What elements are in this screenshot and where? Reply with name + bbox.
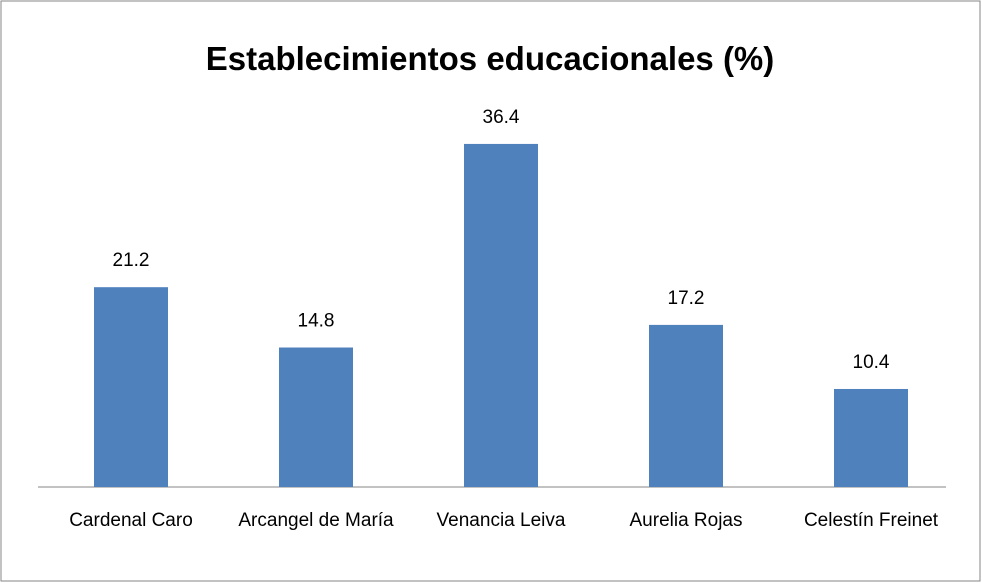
x-tick-label: Venancia Leiva xyxy=(436,510,566,531)
bar xyxy=(834,388,908,487)
x-tick-label: Cardenal Caro xyxy=(69,510,193,531)
chart-title: Establecimientos educacionales (%) xyxy=(206,40,775,77)
data-label: 36.4 xyxy=(483,107,520,128)
data-label: 14.8 xyxy=(298,311,335,332)
bar xyxy=(649,324,723,487)
bar xyxy=(464,143,538,487)
data-label: 17.2 xyxy=(668,288,705,309)
data-label: 10.4 xyxy=(853,352,890,373)
bar xyxy=(279,347,353,487)
x-tick-label: Celestín Freinet xyxy=(803,510,939,531)
data-label: 21.2 xyxy=(113,250,150,271)
x-tick-label: Arcangel de María xyxy=(238,510,394,531)
bar xyxy=(94,287,168,487)
x-tick-label: Aurelia Rojas xyxy=(629,510,743,531)
